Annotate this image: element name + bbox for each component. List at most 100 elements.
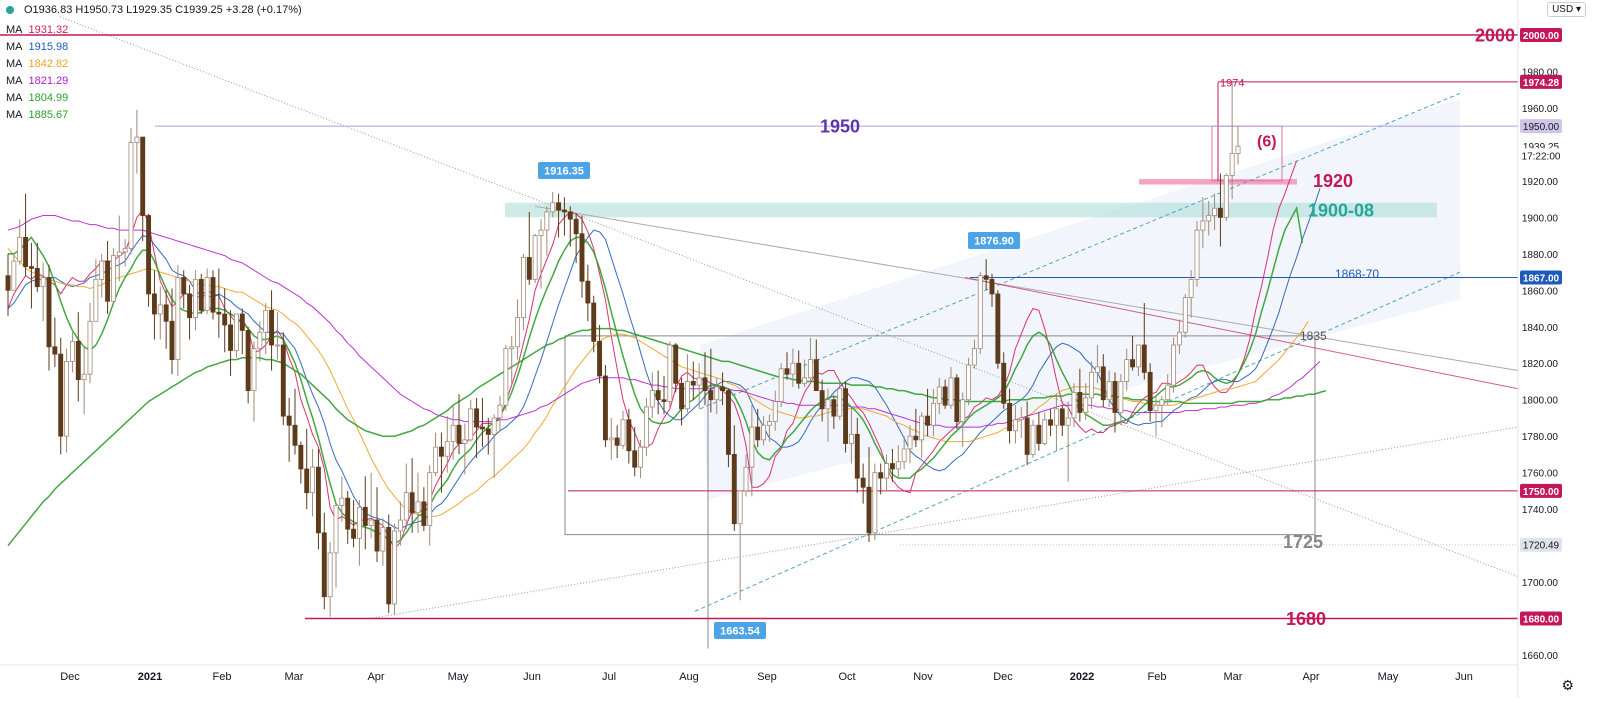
ma-legend-value: 1842.82: [28, 58, 69, 70]
price-tag-box: [1520, 148, 1562, 163]
candle-body: [790, 362, 796, 375]
ma-legend-item[interactable]: MA 1804.99: [6, 90, 68, 107]
price-tag-label: 1939.25: [1523, 142, 1560, 153]
candle-body: [1141, 344, 1147, 373]
candle-body: [245, 330, 251, 391]
x-tick-label: Mar: [1224, 671, 1243, 683]
ma-legend-item[interactable]: MA 1931.32: [6, 22, 68, 39]
candle-body: [52, 346, 58, 355]
candle-body: [105, 260, 111, 302]
candle-body: [936, 386, 942, 404]
candle-body: [1135, 344, 1141, 368]
candle-body: [1229, 153, 1235, 176]
price-axis-tag: 1950.00: [1520, 119, 1562, 134]
ohlc-values: O1936.83 H1950.73 L1929.35 C1939.25 +3.2…: [24, 4, 302, 16]
candle-body: [813, 359, 819, 391]
candle-body: [1217, 207, 1223, 218]
candle-body: [632, 450, 638, 468]
ma-legend-label: MA: [6, 75, 23, 87]
annotation-label: 2000: [1475, 25, 1515, 45]
x-tick-label: Jun: [1455, 671, 1473, 683]
candle-body: [743, 466, 749, 492]
candle-body: [321, 532, 327, 598]
candle-body: [204, 277, 210, 311]
annotation-label: 1835: [1300, 329, 1327, 343]
candle-body: [1106, 381, 1112, 401]
candle-body: [690, 381, 696, 386]
y-tick-label: 1920.00: [1522, 177, 1559, 188]
currency-selector[interactable]: USD ▾: [1547, 2, 1586, 17]
ma-legend-value: 1804.99: [28, 92, 69, 104]
candle-body: [374, 519, 380, 552]
candle-body: [608, 437, 614, 441]
candle-body: [1083, 397, 1089, 413]
x-tick-label: Oct: [838, 671, 855, 683]
candle-body: [544, 211, 550, 231]
candle-body: [356, 506, 362, 539]
candle-body: [532, 235, 538, 280]
ma-series-line: [8, 205, 1304, 545]
candle-body: [433, 446, 439, 474]
candle-body: [122, 247, 128, 253]
candle-body: [761, 424, 767, 441]
candle-body: [421, 501, 427, 526]
annotation-label: 1680: [1286, 609, 1326, 629]
candle-body: [913, 435, 919, 441]
x-tick-label: Sep: [757, 671, 777, 683]
candle-body: [1089, 371, 1095, 399]
channel-fill: [700, 98, 1460, 500]
ma-legend-item[interactable]: MA 1915.98: [6, 39, 68, 56]
candle-body: [720, 386, 726, 391]
uptrend-dotted-line: [369, 426, 1519, 620]
price-axis-tag: 1720.49: [1520, 537, 1562, 552]
annotation-label: 1868-70: [1335, 267, 1379, 281]
candle-body: [878, 472, 884, 479]
candle-body: [673, 344, 679, 384]
annotation-label: 1900-08: [1308, 200, 1374, 220]
candle-body: [1065, 417, 1071, 426]
candle-body: [930, 402, 936, 426]
y-tick-label: 1760.00: [1522, 469, 1559, 480]
candle-body: [526, 257, 532, 280]
y-tick-label: 1900.00: [1522, 213, 1559, 224]
candle-body: [725, 390, 731, 455]
price-axis-tag: 1680.00: [1520, 611, 1562, 626]
gear-icon[interactable]: ⚙: [1561, 677, 1574, 693]
candle-body: [1001, 362, 1007, 404]
candle-body: [919, 415, 925, 441]
candle-body: [351, 528, 357, 539]
candle-body: [825, 399, 831, 410]
candle-body: [1042, 419, 1048, 444]
candle-body: [157, 304, 163, 315]
x-tick-label: Feb: [213, 671, 232, 683]
y-tick-label: 1800.00: [1522, 396, 1559, 407]
candle-body: [807, 359, 813, 379]
x-tick-label: 2021: [138, 671, 162, 683]
candle-body: [848, 433, 854, 444]
candle-body: [1094, 366, 1100, 373]
ma-legend-item[interactable]: MA 1821.29: [6, 73, 68, 90]
candle-body: [17, 237, 23, 262]
candle-body: [643, 406, 649, 448]
candle-body: [737, 490, 743, 525]
price-tag-label: 1720.49: [1523, 541, 1560, 552]
ma-series-line: [7, 327, 1327, 547]
ma-legend-item[interactable]: MA 1842.82: [6, 56, 68, 73]
price-axis-tag: 1974.28: [1520, 74, 1562, 89]
candle-body: [1206, 215, 1212, 222]
price-axis-tag: 1867.00: [1520, 270, 1562, 285]
downtrend-dotted-line: [59, 16, 1519, 578]
ma-legend-item[interactable]: MA 1885.67: [6, 107, 68, 124]
candle-body: [567, 211, 573, 220]
annotation-label: 1920: [1313, 171, 1353, 191]
candle-body: [1007, 402, 1013, 432]
candle-body: [146, 215, 152, 295]
x-tick-label: Aug: [679, 671, 699, 683]
candle-body: [392, 530, 398, 605]
candle-body: [854, 433, 860, 479]
x-tick-label: Jul: [602, 671, 616, 683]
candle-body: [87, 320, 93, 375]
candle-body: [667, 344, 673, 402]
